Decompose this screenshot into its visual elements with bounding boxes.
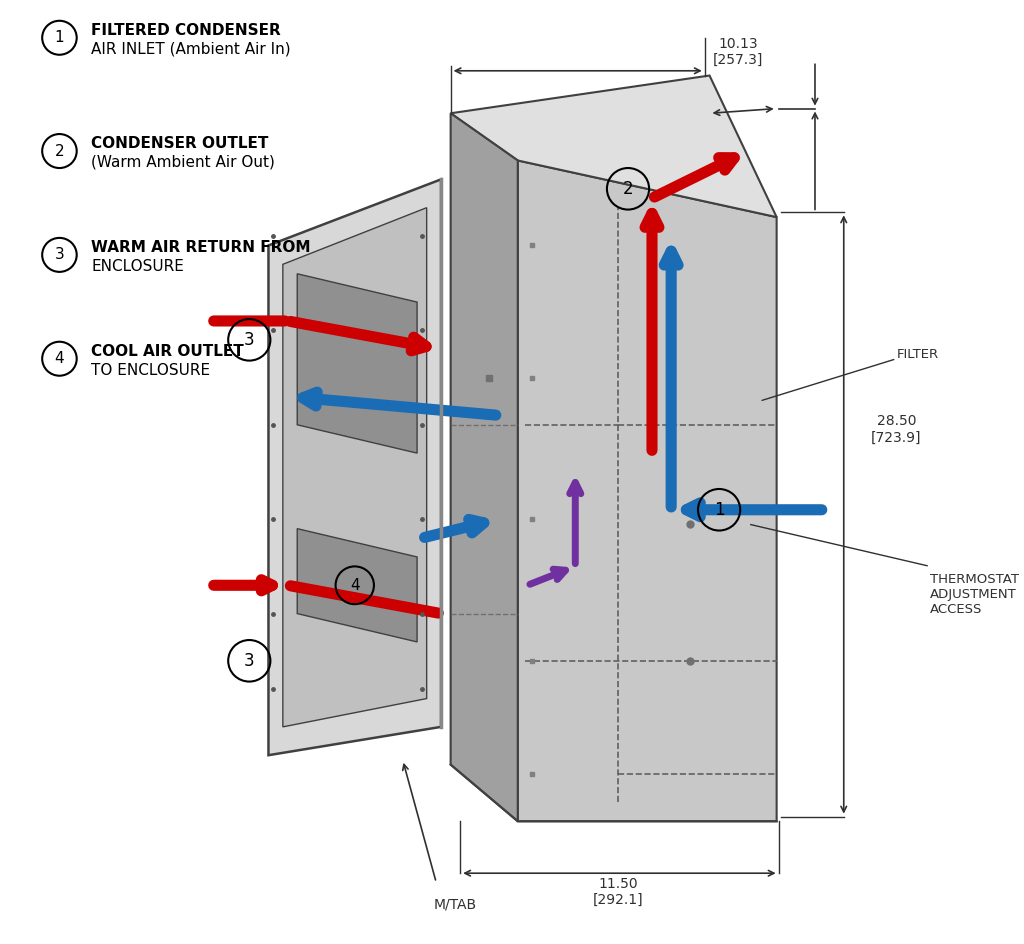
Polygon shape (283, 208, 427, 727)
Polygon shape (451, 76, 776, 217)
Text: 3: 3 (244, 330, 255, 349)
Text: 2: 2 (623, 179, 633, 198)
Text: 1: 1 (54, 30, 65, 45)
Text: ENCLOSURE: ENCLOSURE (91, 259, 184, 274)
Polygon shape (451, 113, 518, 821)
Polygon shape (297, 274, 417, 453)
Text: M/TAB: M/TAB (434, 898, 477, 911)
Text: 3: 3 (244, 651, 255, 670)
Text: AIR INLET (Ambient Air In): AIR INLET (Ambient Air In) (91, 42, 291, 57)
Text: 1: 1 (714, 500, 724, 519)
Text: WARM AIR RETURN FROM: WARM AIR RETURN FROM (91, 240, 310, 255)
Text: 28.50
[723.9]: 28.50 [723.9] (871, 414, 922, 445)
Text: (Warm Ambient Air Out): (Warm Ambient Air Out) (91, 155, 275, 170)
Polygon shape (268, 179, 441, 755)
Text: 10.13
[257.3]: 10.13 [257.3] (713, 37, 764, 67)
Polygon shape (518, 160, 776, 821)
Text: COOL AIR OUTLET: COOL AIR OUTLET (91, 344, 244, 359)
Text: 2: 2 (54, 143, 65, 159)
Text: TO ENCLOSURE: TO ENCLOSURE (91, 362, 210, 378)
Polygon shape (297, 529, 417, 642)
Text: 11.50
[292.1]: 11.50 [292.1] (593, 877, 644, 907)
Text: CONDENSER OUTLET: CONDENSER OUTLET (91, 136, 268, 151)
Text: 4: 4 (54, 351, 65, 366)
Text: FILTERED CONDENSER: FILTERED CONDENSER (91, 23, 281, 38)
Text: 4: 4 (350, 578, 359, 593)
Text: 3: 3 (54, 247, 65, 262)
Text: THERMOSTAT
ADJUSTMENT
ACCESS: THERMOSTAT ADJUSTMENT ACCESS (930, 573, 1019, 616)
Text: FILTER: FILTER (896, 347, 939, 361)
